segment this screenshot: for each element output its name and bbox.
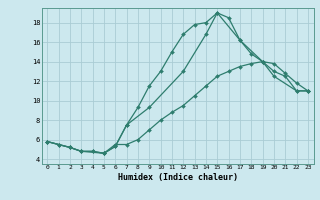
- X-axis label: Humidex (Indice chaleur): Humidex (Indice chaleur): [118, 173, 237, 182]
